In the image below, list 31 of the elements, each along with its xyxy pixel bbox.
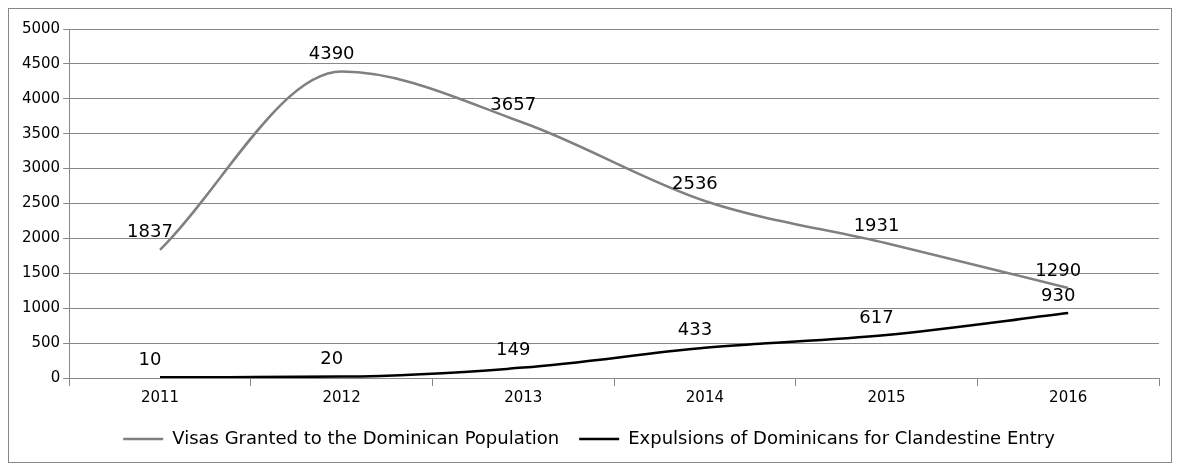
data-label: 1290	[1035, 258, 1082, 280]
x-tick-label: 2015	[867, 387, 906, 406]
data-label: 149	[496, 338, 531, 360]
y-tick-label: 5000	[21, 18, 61, 37]
data-label: 1837	[127, 220, 173, 242]
data-label: 20	[320, 347, 344, 369]
x-tick-label: 2012	[322, 387, 361, 406]
y-tick-label: 500	[31, 332, 61, 351]
x-tick-label: 2014	[685, 387, 724, 406]
data-label: 433	[677, 318, 713, 340]
data-label: 10	[138, 347, 162, 369]
y-tick-label: 4000	[21, 88, 61, 107]
y-tick-label: 1500	[21, 263, 61, 282]
x-tick-label: 2011	[140, 387, 180, 406]
data-label: 1931	[853, 213, 900, 235]
y-tick-label: 2000	[21, 228, 61, 247]
y-tick-label: 3000	[21, 158, 61, 177]
x-tick-label: 2016	[1049, 387, 1088, 406]
y-tick-label: 1000	[21, 298, 61, 317]
y-tick-label: 0	[50, 367, 61, 386]
data-label: 3657	[490, 93, 537, 115]
legend-label: Visas Granted to the Dominican Population	[172, 426, 560, 448]
data-label: 617	[859, 305, 894, 327]
legend-label: Expulsions of Dominicans for Clandestine Entry	[628, 426, 1056, 448]
data-label: 2536	[672, 171, 718, 193]
y-tick-label: 2500	[21, 193, 61, 212]
x-tick-label: 2013	[504, 387, 543, 406]
data-label: 4390	[308, 42, 355, 64]
y-tick-label: 4500	[21, 53, 61, 72]
data-label: 930	[1041, 283, 1076, 305]
y-tick-label: 3500	[21, 123, 61, 142]
